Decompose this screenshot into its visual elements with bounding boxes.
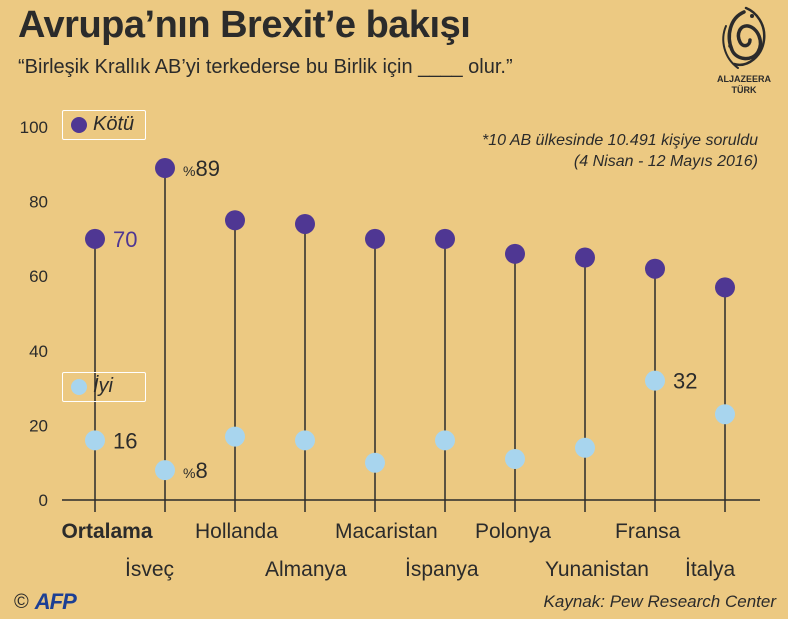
category-label: Ortalama xyxy=(61,520,152,543)
dot-good xyxy=(645,370,665,391)
legend-good-label: İyi xyxy=(93,375,113,397)
survey-note-line2: (4 Nisan - 12 Mayıs 2016) xyxy=(573,153,758,170)
data-label: 70 xyxy=(113,227,137,252)
category-label: Macaristan xyxy=(335,520,438,543)
dot-bad xyxy=(155,158,175,179)
y-tick-label: 40 xyxy=(29,342,48,361)
y-tick-label: 60 xyxy=(29,267,48,286)
logo-line2: TÜRK xyxy=(731,85,757,95)
category-label: İsveç xyxy=(125,558,174,581)
category-label: Fransa xyxy=(615,520,681,543)
logo-line1: ALJAZEERA xyxy=(716,74,771,84)
dot-good xyxy=(505,448,525,469)
survey-note: *10 AB ülkesinde 10.491 kişiye soruldu (… xyxy=(482,130,758,172)
dot-bad xyxy=(505,243,525,264)
dot-bad xyxy=(225,210,245,231)
dot-good xyxy=(155,460,175,481)
afp-logo: AFP xyxy=(34,589,77,614)
legend-good-marker xyxy=(71,379,87,395)
logo-text: ALJAZEERA TÜRK xyxy=(706,74,782,96)
footer-credit: © AFP xyxy=(14,589,77,615)
category-label: Hollanda xyxy=(195,520,278,543)
data-label: 16 xyxy=(113,428,137,453)
dot-bad xyxy=(645,258,665,279)
aljazeera-logo xyxy=(722,6,766,69)
dot-bad xyxy=(365,228,385,249)
dot-good xyxy=(365,452,385,473)
y-tick-label: 0 xyxy=(39,491,48,510)
dot-bad xyxy=(575,247,595,268)
survey-note-line1: *10 AB ülkesinde 10.491 kişiye soruldu xyxy=(481,132,758,149)
data-label: %8 xyxy=(183,458,208,483)
data-label: %89 xyxy=(183,156,220,181)
dot-good xyxy=(85,430,105,451)
page-title: Avrupa’nın Brexit’e bakışı xyxy=(18,4,471,46)
y-tick-label: 80 xyxy=(29,193,48,212)
source-note: Kaynak: Pew Research Center xyxy=(543,592,776,611)
copyright-symbol: © xyxy=(14,590,29,613)
dot-good xyxy=(435,430,455,451)
dot-good xyxy=(715,404,735,425)
y-tick-label: 20 xyxy=(29,416,48,435)
dot-good xyxy=(575,437,595,458)
data-label: 32 xyxy=(673,369,697,394)
category-label: Almanya xyxy=(265,558,347,581)
dot-bad xyxy=(435,228,455,249)
category-label: Polonya xyxy=(475,520,551,543)
y-tick-label: 100 xyxy=(20,118,48,137)
legend-bad: Kötü xyxy=(62,110,146,140)
category-label: İtalya xyxy=(685,558,736,581)
dot-bad xyxy=(715,277,735,298)
legend-bad-label: Kötü xyxy=(93,113,135,135)
dot-bad xyxy=(295,213,315,234)
legend-good: İyi xyxy=(62,372,146,402)
dot-good xyxy=(295,430,315,451)
legend-bad-marker xyxy=(71,117,87,133)
page-subtitle: “Birleşik Krallık AB’yi terkederse bu Bi… xyxy=(18,56,513,78)
category-label: İspanya xyxy=(405,558,479,581)
dot-good xyxy=(225,426,245,447)
dot-bad xyxy=(85,228,105,249)
category-label: Yunanistan xyxy=(545,558,649,581)
